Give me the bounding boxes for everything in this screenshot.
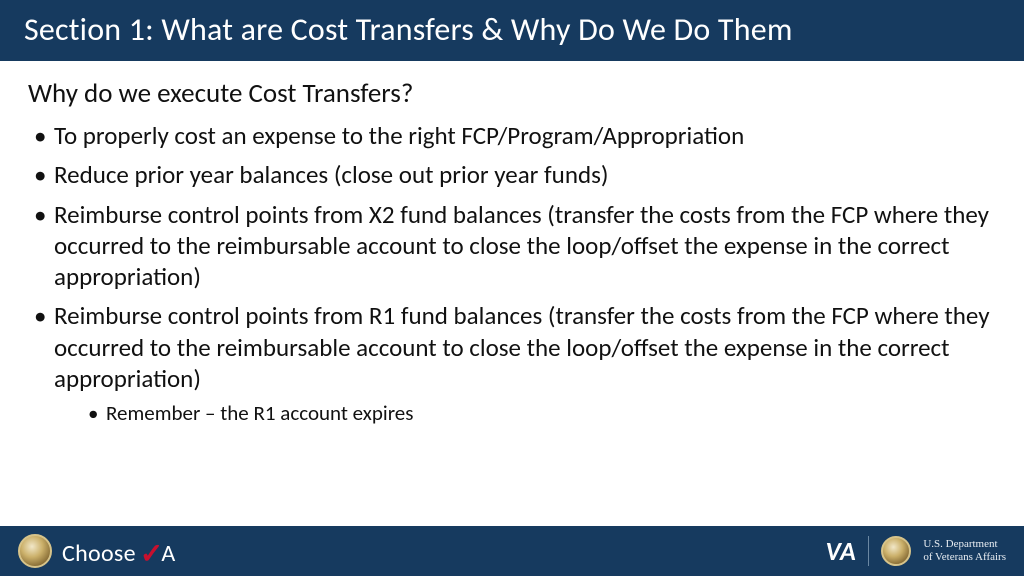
slide-body: Why do we execute Cost Transfers? To pro… — [0, 61, 1024, 576]
va-seal-icon — [18, 534, 52, 568]
slide-header: Section 1: What are Cost Transfers & Why… — [0, 0, 1024, 61]
bullet-item: Reimburse control points from R1 fund ba… — [28, 300, 996, 427]
sub-bullet-item: Remember – the R1 account expires — [54, 400, 996, 427]
sub-bullet-list: Remember – the R1 account expires — [54, 400, 996, 427]
subheading: Why do we execute Cost Transfers? — [28, 77, 996, 110]
dept-line2: of Veterans Affairs — [923, 551, 1006, 564]
bullet-text: Reimburse control points from X2 fund ba… — [54, 199, 989, 293]
department-label: U.S. Department of Veterans Affairs — [923, 538, 1006, 563]
checkmark-icon: ✓ — [140, 536, 163, 571]
footer-left: Choose ✓ A — [18, 534, 175, 569]
choose-a: A — [161, 539, 175, 568]
slide-footer: Choose ✓ A VA U.S. Department of Veteran… — [0, 526, 1024, 576]
sub-bullet-text: Remember – the R1 account expires — [106, 400, 413, 426]
bullet-item: To properly cost an expense to the right… — [28, 120, 996, 151]
va-seal-icon — [881, 536, 911, 566]
footer-right: VA U.S. Department of Veterans Affairs — [825, 535, 1006, 567]
va-wordmark: VA — [825, 535, 856, 567]
bullet-text: Reimburse control points from R1 fund ba… — [54, 300, 990, 394]
choose-word: Choose — [62, 539, 136, 568]
dept-line1: U.S. Department — [923, 538, 1006, 551]
bullet-text: Reduce prior year balances (close out pr… — [54, 159, 608, 190]
slide-title: Section 1: What are Cost Transfers & Why… — [24, 10, 793, 49]
bullet-item: Reimburse control points from X2 fund ba… — [28, 199, 996, 293]
bullet-text: To properly cost an expense to the right… — [54, 120, 744, 151]
bullet-item: Reduce prior year balances (close out pr… — [28, 159, 996, 190]
footer-divider — [868, 536, 869, 566]
slide: Section 1: What are Cost Transfers & Why… — [0, 0, 1024, 576]
bullet-list: To properly cost an expense to the right… — [28, 120, 996, 427]
choose-va-logo: Choose ✓ A — [62, 534, 175, 569]
